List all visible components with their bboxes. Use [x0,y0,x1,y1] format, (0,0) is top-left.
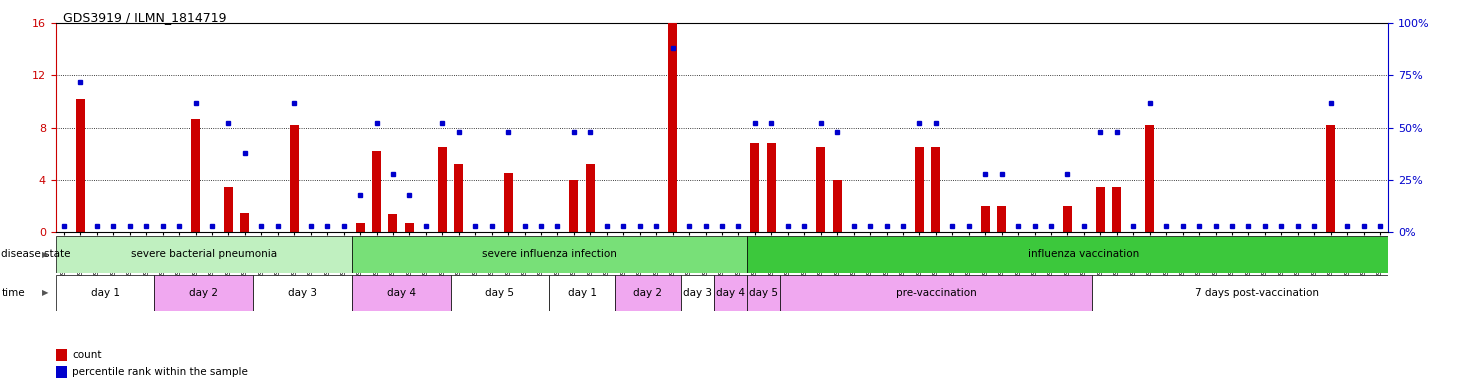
Bar [746,275,780,311]
Bar [668,23,677,232]
Bar [817,147,825,232]
Bar [405,223,413,232]
Text: day 5: day 5 [749,288,777,298]
Bar [767,143,776,232]
Text: ▶: ▶ [43,250,48,259]
Bar [746,236,1421,273]
Bar [154,275,254,311]
Bar [1327,125,1336,232]
Text: count: count [72,350,101,360]
Bar [550,275,616,311]
Text: day 3: day 3 [683,288,712,298]
Text: day 4: day 4 [387,288,416,298]
Text: pre-vaccination: pre-vaccination [896,288,976,298]
Bar [1145,125,1154,232]
Text: day 2: day 2 [189,288,218,298]
Bar [352,236,746,273]
Bar [931,147,940,232]
Bar [388,214,397,232]
Bar [76,99,85,232]
Bar [240,213,249,232]
Text: GDS3919 / ILMN_1814719: GDS3919 / ILMN_1814719 [63,12,227,25]
Text: 7 days post-vaccination: 7 days post-vaccination [1195,288,1319,298]
Bar [454,164,463,232]
Bar [356,223,365,232]
Bar [915,147,924,232]
Bar [254,275,352,311]
Bar [56,366,67,379]
Text: day 4: day 4 [715,288,745,298]
Bar [1097,187,1105,232]
Text: day 2: day 2 [633,288,663,298]
Bar [780,275,1092,311]
Bar [616,275,680,311]
Bar [981,206,990,232]
Bar [438,147,447,232]
Text: day 1: day 1 [567,288,597,298]
Bar [1063,206,1072,232]
Bar [680,275,714,311]
Bar [1092,275,1421,311]
Text: day 1: day 1 [91,288,120,298]
Bar [56,275,154,311]
Bar [569,180,579,232]
Text: severe influenza infection: severe influenza infection [482,249,617,260]
Bar [56,236,352,273]
Bar [751,143,759,232]
Text: percentile rank within the sample: percentile rank within the sample [72,367,248,377]
Bar [504,174,513,232]
Bar [372,151,381,232]
Bar [352,275,450,311]
Text: disease state: disease state [1,249,70,260]
Bar [586,164,595,232]
Text: day 5: day 5 [485,288,515,298]
Text: influenza vaccination: influenza vaccination [1028,249,1139,260]
Text: time: time [1,288,25,298]
Text: ▶: ▶ [43,288,48,297]
Text: day 3: day 3 [287,288,317,298]
Bar [833,180,841,232]
Bar [714,275,746,311]
Bar [224,187,233,232]
Bar [997,206,1006,232]
Bar [290,125,299,232]
Bar [191,119,199,232]
Bar [1113,187,1121,232]
Bar [56,349,67,361]
Text: severe bacterial pneumonia: severe bacterial pneumonia [130,249,277,260]
Bar [450,275,550,311]
